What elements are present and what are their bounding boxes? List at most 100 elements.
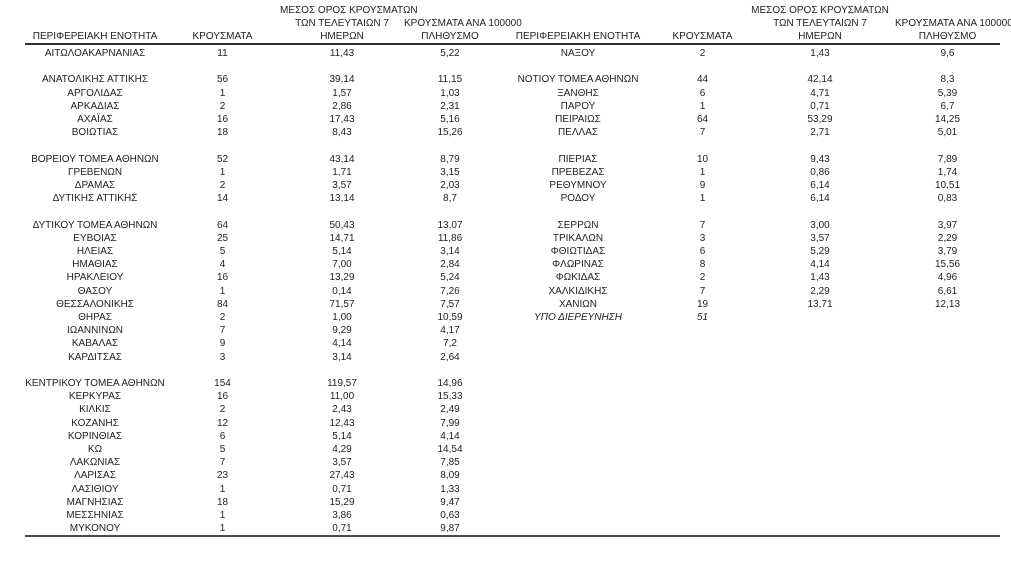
right-cases-header: ΚΡΟΥΣΜΑΤΑ xyxy=(660,4,745,45)
left-region-cell xyxy=(25,364,165,377)
right-per100k-cell: 7,89 xyxy=(937,153,958,165)
left-per100k-cell: 7,57 xyxy=(440,298,460,310)
left-region-cell: ΚΙΛΚΙΣ xyxy=(79,404,111,416)
right-region-cell: ΥΠΟ ΔΙΕΡΕΥΝΗΣΗ xyxy=(534,312,622,324)
left-region-cell: ΑΙΤΩΛΟΑΚΑΡΝΑΝΙΑΣ xyxy=(44,48,146,59)
right-avg7-cell xyxy=(745,364,895,377)
left-avg7-cell: 1,71 xyxy=(332,166,352,178)
right-avg7-cell: 6,14 xyxy=(810,180,830,191)
right-region-cell: ΠΡΕΒΕΖΑΣ xyxy=(551,166,605,178)
left-per100k-cell xyxy=(404,139,496,152)
left-cases-cell: 2 xyxy=(219,404,226,416)
left-region-cell: ΚΑΡΔΙΤΣΑΣ xyxy=(68,351,122,363)
table-row xyxy=(25,60,1000,73)
left-region-cell: ΘΕΣΣΑΛΟΝΙΚΗΣ xyxy=(56,298,134,310)
right-per100k-cell xyxy=(895,377,1000,390)
right-avg7-cell: 0,86 xyxy=(810,166,830,178)
right-cases-cell xyxy=(660,417,745,430)
right-avg7-cell xyxy=(745,205,895,218)
left-region-cell: ΑΡΚΑΔΙΑΣ xyxy=(70,100,120,112)
right-per100k-cell xyxy=(895,403,1000,416)
left-per100k-cell: 8,79 xyxy=(440,153,460,165)
left-region-cell: ΘΑΣΟΥ xyxy=(77,285,113,297)
left-cases-cell: 1 xyxy=(219,166,226,178)
left-per100k-cell: 9,47 xyxy=(440,496,460,508)
left-cases-cell: 16 xyxy=(216,114,229,125)
left-region-header-label: ΠΕΡΙΦΕΡΕΙΑΚΗ ΕΝΟΤΗΤΑ xyxy=(32,31,158,42)
left-cases-cell: 2 xyxy=(219,312,226,324)
right-avg7-cell: 2,29 xyxy=(810,285,830,297)
left-avg7-cell: 2,43 xyxy=(332,404,352,416)
right-avg7-cell: 4,14 xyxy=(810,259,830,271)
left-avg7-header-line1: ΜΕΣΟΣ ΟΡΟΣ ΚΡΟΥΣΜΑΤΩΝ xyxy=(280,5,418,16)
right-cases-cell: 7 xyxy=(699,127,706,139)
table-row: ΚΩ 5 4,29 14,54 xyxy=(25,443,1000,456)
right-cases-cell xyxy=(660,496,745,509)
left-per100k-cell xyxy=(404,364,496,377)
right-cases-cell xyxy=(660,443,745,456)
right-cases-cell: 1 xyxy=(699,193,706,205)
left-cases-cell: 154 xyxy=(214,378,231,390)
left-cases-cell: 16 xyxy=(216,272,229,284)
left-per100k-cell: 2,49 xyxy=(440,404,460,416)
left-cases-cell xyxy=(165,364,280,377)
left-avg7-cell: 3,57 xyxy=(332,457,352,469)
left-region-cell: ΚΩ xyxy=(87,444,103,456)
left-avg7-cell: 39,14 xyxy=(329,74,355,86)
table-row: ΓΡΕΒΕΝΩΝ 1 1,71 3,15 ΠΡΕΒΕΖΑΣ 1 0,86 1,74 xyxy=(25,166,1000,179)
right-avg7-cell: 6,14 xyxy=(810,193,830,205)
right-per100k-cell: 9,6 xyxy=(940,48,955,59)
right-cases-cell xyxy=(660,430,745,443)
right-avg7-cell: 5,29 xyxy=(810,246,830,257)
right-cases-cell xyxy=(660,139,745,152)
left-region-cell: ΛΑΣΙΘΙΟΥ xyxy=(71,483,119,495)
right-avg7-cell: 3,57 xyxy=(810,232,830,244)
right-per100k-cell xyxy=(895,483,1000,496)
right-region-cell: ΠΕΙΡΑΙΩΣ xyxy=(555,114,601,125)
right-region-cell xyxy=(496,337,660,350)
right-region-cell xyxy=(496,324,660,337)
left-region-cell: ΚΕΝΤΡΙΚΟΥ ΤΟΜΕΑ ΑΘΗΝΩΝ xyxy=(25,378,165,390)
left-cases-cell: 9 xyxy=(219,338,226,350)
table-row: ΗΜΑΘΙΑΣ 4 7,00 2,84 ΦΛΩΡΙΝΑΣ 8 4,14 15,56 xyxy=(25,258,1000,271)
left-per100k-cell: 2,31 xyxy=(440,100,460,112)
table-row: ΗΛΕΙΑΣ 5 5,14 3,14 ΦΘΙΩΤΙΔΑΣ 6 5,29 3,79 xyxy=(25,245,1000,258)
left-per100k-cell: 11,15 xyxy=(437,74,463,86)
table-row: ΚΙΛΚΙΣ 2 2,43 2,49 xyxy=(25,403,1000,416)
right-per100k-cell xyxy=(895,139,1000,152)
right-per100k-cell xyxy=(895,364,1000,377)
left-region-cell: ΔΡΑΜΑΣ xyxy=(74,180,116,191)
left-cases-cell: 6 xyxy=(219,430,226,442)
right-region-cell: ΠΕΛΛΑΣ xyxy=(557,127,599,139)
table-row: ΚΑΡΔΙΤΣΑΣ 3 3,14 2,64 xyxy=(25,351,1000,364)
left-region-cell: ΔΥΤΙΚΟΥ ΤΟΜΕΑ ΑΘΗΝΩΝ xyxy=(32,219,158,231)
left-cases-cell xyxy=(165,139,280,152)
right-region-cell: ΧΑΝΙΩΝ xyxy=(558,298,598,310)
left-per100k-cell xyxy=(404,60,496,73)
table-row: ΑΡΓΟΛΙΔΑΣ 1 1,57 1,03 ΞΑΝΘΗΣ 6 4,71 5,39 xyxy=(25,87,1000,100)
right-per100k-cell: 1,74 xyxy=(937,166,958,178)
left-avg7-cell: 119,57 xyxy=(327,378,357,390)
right-cases-cell: 10 xyxy=(696,153,709,165)
left-region-cell: ΒΟΡΕΙΟΥ ΤΟΜΕΑ ΑΘΗΝΩΝ xyxy=(31,153,159,165)
right-region-cell xyxy=(496,469,660,482)
right-cases-cell: 7 xyxy=(699,285,706,297)
right-cases-cell: 8 xyxy=(699,259,706,271)
left-per100k-cell: 1,03 xyxy=(440,87,460,99)
right-per100k-cell: 3,97 xyxy=(937,219,958,231)
right-avg7-cell xyxy=(745,483,895,496)
right-cases-cell: 3 xyxy=(699,232,706,244)
table-row xyxy=(25,364,1000,377)
left-region-cell: ΛΑΚΩΝΙΑΣ xyxy=(69,457,121,469)
table-row: ΑΡΚΑΔΙΑΣ 2 2,86 2,31 ΠΑΡΟΥ 1 0,71 6,7 xyxy=(25,100,1000,113)
right-avg7-cell xyxy=(745,443,895,456)
right-cases-cell: 9 xyxy=(699,180,706,191)
table-row: ΗΡΑΚΛΕΙΟΥ 16 13,29 5,24 ΦΩΚΙΔΑΣ 2 1,43 4,96 xyxy=(25,271,1000,284)
right-region-cell: ΝΑΞΟΥ xyxy=(560,48,596,59)
right-avg7-cell xyxy=(745,60,895,73)
table-row: ΒΟΙΩΤΙΑΣ 18 8,43 15,26 ΠΕΛΛΑΣ 7 2,71 5,01 xyxy=(25,126,1000,139)
table-row: ΘΑΣΟΥ 1 0,14 7,26 ΧΑΛΚΙΔΙΚΗΣ 7 2,29 6,61 xyxy=(25,285,1000,298)
left-cases-cell xyxy=(165,60,280,73)
right-per100k-cell xyxy=(895,469,1000,482)
table-row: ΑΙΤΩΛΟΑΚΑΡΝΑΝΙΑΣ 11 11,43 5,22 ΝΑΞΟΥ 2 1,43 9,6 xyxy=(25,44,1000,60)
